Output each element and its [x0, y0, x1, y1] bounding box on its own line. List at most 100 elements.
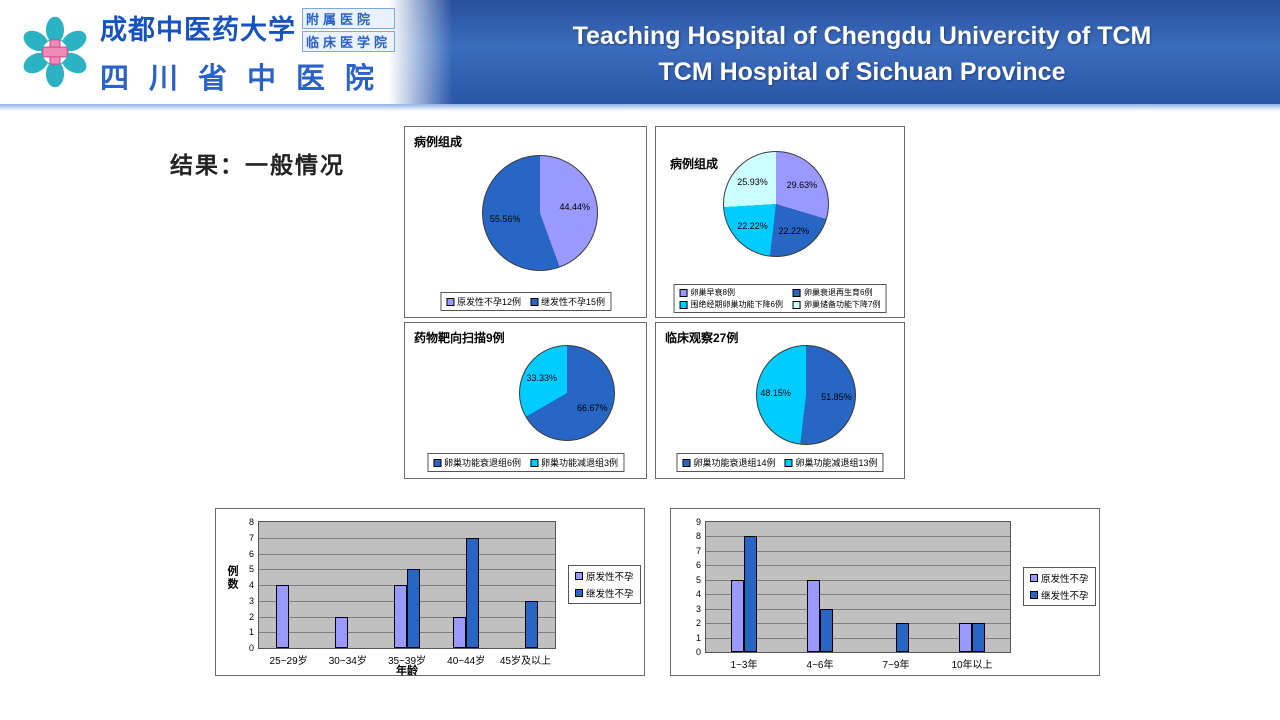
- y-axis-tick: 8: [695, 531, 701, 542]
- legend-item: 卵巢功能衰退组14例: [682, 456, 776, 469]
- x-axis-label: 10年以上: [951, 660, 993, 671]
- hospital-title-en-line1: Teaching Hospital of Chengdu Univercity …: [572, 22, 1152, 50]
- bar-原发性不孕: [394, 585, 407, 648]
- x-axis-title: 年龄: [396, 665, 418, 677]
- pie-panel-case-composition-1: 病例组成 44.44% 55.56% 原发性不孕12例 继发性不孕15例: [404, 126, 647, 318]
- y-axis-tick: 8: [248, 517, 254, 527]
- legend-item: 卵巢储备功能下降7例: [793, 299, 880, 310]
- legend-item: 围绝经期卵巢功能下降6例: [679, 299, 783, 310]
- legend-label: 卵巢早衰8例: [690, 288, 735, 297]
- pie-panel-case-composition-2: 病例组成 29.63% 22.22% 22.22% 25.93% 卵巢早衰8例 卵巢衰退…: [655, 126, 905, 318]
- legend-label: 继发性不孕: [586, 589, 634, 600]
- bar-原发性不孕: [275, 585, 289, 648]
- gridline: [706, 550, 1010, 552]
- pie-percent-label: 48.15%: [760, 388, 791, 399]
- legend-label: 卵巢功能衰退组6例: [443, 458, 521, 468]
- y-axis-tick: 6: [248, 548, 254, 559]
- legend-swatch: [784, 458, 793, 467]
- hospital-title-en-line2: TCM Hospital of Sichuan Province: [658, 58, 1066, 87]
- y-axis-tick: 3: [695, 603, 701, 614]
- legend-swatch: [575, 589, 583, 597]
- y-axis-tick: 7: [248, 532, 254, 543]
- bar-原发性不孕: [959, 623, 972, 652]
- gridline: [706, 565, 1010, 567]
- bar-原发性不孕: [334, 616, 348, 648]
- gridline: [259, 537, 555, 539]
- pie-percent-label: 29.63%: [786, 179, 818, 190]
- legend-label: 卵巢功能减退组3例: [541, 458, 619, 468]
- x-axis-label: 1~3年: [730, 660, 758, 671]
- hospital-logo-icon: [21, 15, 89, 89]
- gridline: [259, 553, 555, 555]
- pie-chart: 44.44% 55.56%: [482, 155, 598, 271]
- y-axis-tick: 2: [248, 611, 254, 622]
- legend-swatch: [793, 300, 801, 309]
- hospital-name-block: 成都中医药大学 附属医院 临床医学院 四川省中医院: [100, 8, 450, 97]
- legend-item: 继发性不孕: [575, 586, 634, 600]
- hospital-title-en: Teaching Hospital of Chengdu Univercity …: [452, 18, 1272, 91]
- chart-legend: 卵巢功能衰退组14例 卵巢功能减退组13例: [676, 453, 884, 472]
- header-divider: [0, 104, 1280, 111]
- pie-percent-label: 22.22%: [778, 225, 809, 236]
- pie-chart: 66.67% 33.33%: [519, 345, 615, 441]
- legend-label: 原发性不孕: [586, 572, 634, 583]
- y-axis-title: 例数: [226, 565, 238, 591]
- legend-label: 卵巢功能减退组13例: [795, 458, 878, 468]
- legend-item: 卵巢早衰8例: [679, 287, 783, 298]
- gridline: [706, 608, 1010, 610]
- clinical-school-label: 临床医学院: [302, 31, 396, 52]
- pie-percent-label: 25.93%: [737, 176, 768, 187]
- legend-item: 继发性不孕15例: [530, 295, 605, 308]
- legend-item: 卵巢功能衰退组6例: [432, 456, 521, 469]
- legend-swatch: [575, 572, 583, 580]
- x-axis-label: 45岁及以上: [499, 656, 551, 667]
- y-axis-tick: 9: [695, 517, 701, 527]
- legend-swatch: [530, 297, 538, 306]
- header-banner: 成都中医药大学 附属医院 临床医学院 四川省中医院 Teaching Hospi…: [0, 0, 1280, 104]
- chart-title: 临床观察27例: [665, 331, 739, 345]
- x-axis-label: 30~34岁: [328, 656, 367, 667]
- gridline: [706, 594, 1010, 596]
- gridline: [706, 623, 1010, 625]
- chart-legend: 原发性不孕继发性不孕: [1023, 567, 1096, 606]
- legend-label: 原发性不孕: [1041, 574, 1089, 585]
- bar-panel-age: 例数 0 1 2 3 4 5 6 7 8 25~29岁 30~34岁 35~39岁 40~44岁 45岁及…: [215, 508, 645, 677]
- pie-chart: 29.63% 22.22% 22.22% 25.93%: [723, 151, 829, 257]
- pie-percent-label: 51.85%: [821, 391, 852, 402]
- bar-原发性不孕: [807, 579, 820, 652]
- pie-percent-label: 66.67%: [576, 402, 608, 413]
- legend-label: 卵巢储备功能下降7例: [804, 300, 881, 309]
- pie-percent-label: 33.33%: [526, 373, 558, 384]
- legend-label: 卵巢功能衰退组14例: [693, 458, 776, 468]
- bar-继发性不孕: [820, 608, 833, 652]
- bar-继发性不孕: [407, 569, 420, 648]
- x-axis-label: 40~44岁: [447, 656, 486, 667]
- bar-继发性不孕: [466, 537, 480, 648]
- gridline: [706, 579, 1010, 581]
- legend-label: 围绝经期卵巢功能下降6例: [690, 300, 783, 309]
- x-axis-label: 35~39岁: [387, 656, 427, 667]
- x-axis-label: 25~29岁: [269, 656, 308, 667]
- legend-swatch: [1030, 591, 1038, 599]
- legend-item: 原发性不孕12例: [445, 295, 521, 308]
- y-axis-tick: 4: [695, 589, 701, 600]
- y-axis-tick: 0: [248, 643, 254, 653]
- chart-legend: 卵巢功能衰退组6例 卵巢功能减退组3例: [426, 453, 625, 472]
- y-axis-tick: 2: [695, 618, 701, 629]
- pie-panel-clinical-observation: 临床观察27例 51.85% 48.15% 卵巢功能衰退组14例 卵巢功能减退组13…: [655, 322, 905, 479]
- legend-label: 继发性不孕15例: [541, 297, 606, 307]
- pie-panel-drug-targeting-scan: 药物靶向扫描9例 66.67% 33.33% 卵巢功能衰退组6例 卵巢功能减退组3例: [404, 322, 647, 479]
- legend-swatch: [1030, 574, 1038, 582]
- bar-原发性不孕: [453, 616, 467, 648]
- legend-item: 原发性不孕: [575, 569, 634, 583]
- chart-legend: 卵巢早衰8例 卵巢衰退再生育6例 围绝经期卵巢功能下降6例 卵巢储备功能下降7例: [673, 284, 887, 313]
- y-axis-tick: 6: [695, 560, 701, 571]
- legend-swatch: [793, 288, 801, 297]
- x-axis-label: 4~6年: [806, 660, 834, 671]
- legend-label: 继发性不孕: [1041, 591, 1089, 602]
- y-axis-tick: 1: [695, 632, 701, 643]
- logo-panel: 成都中医药大学 附属医院 临床医学院 四川省中医院: [0, 0, 452, 104]
- gridline: [706, 637, 1010, 639]
- legend-item: 卵巢功能减退组3例: [530, 456, 618, 469]
- legend-item: 原发性不孕: [1030, 571, 1089, 585]
